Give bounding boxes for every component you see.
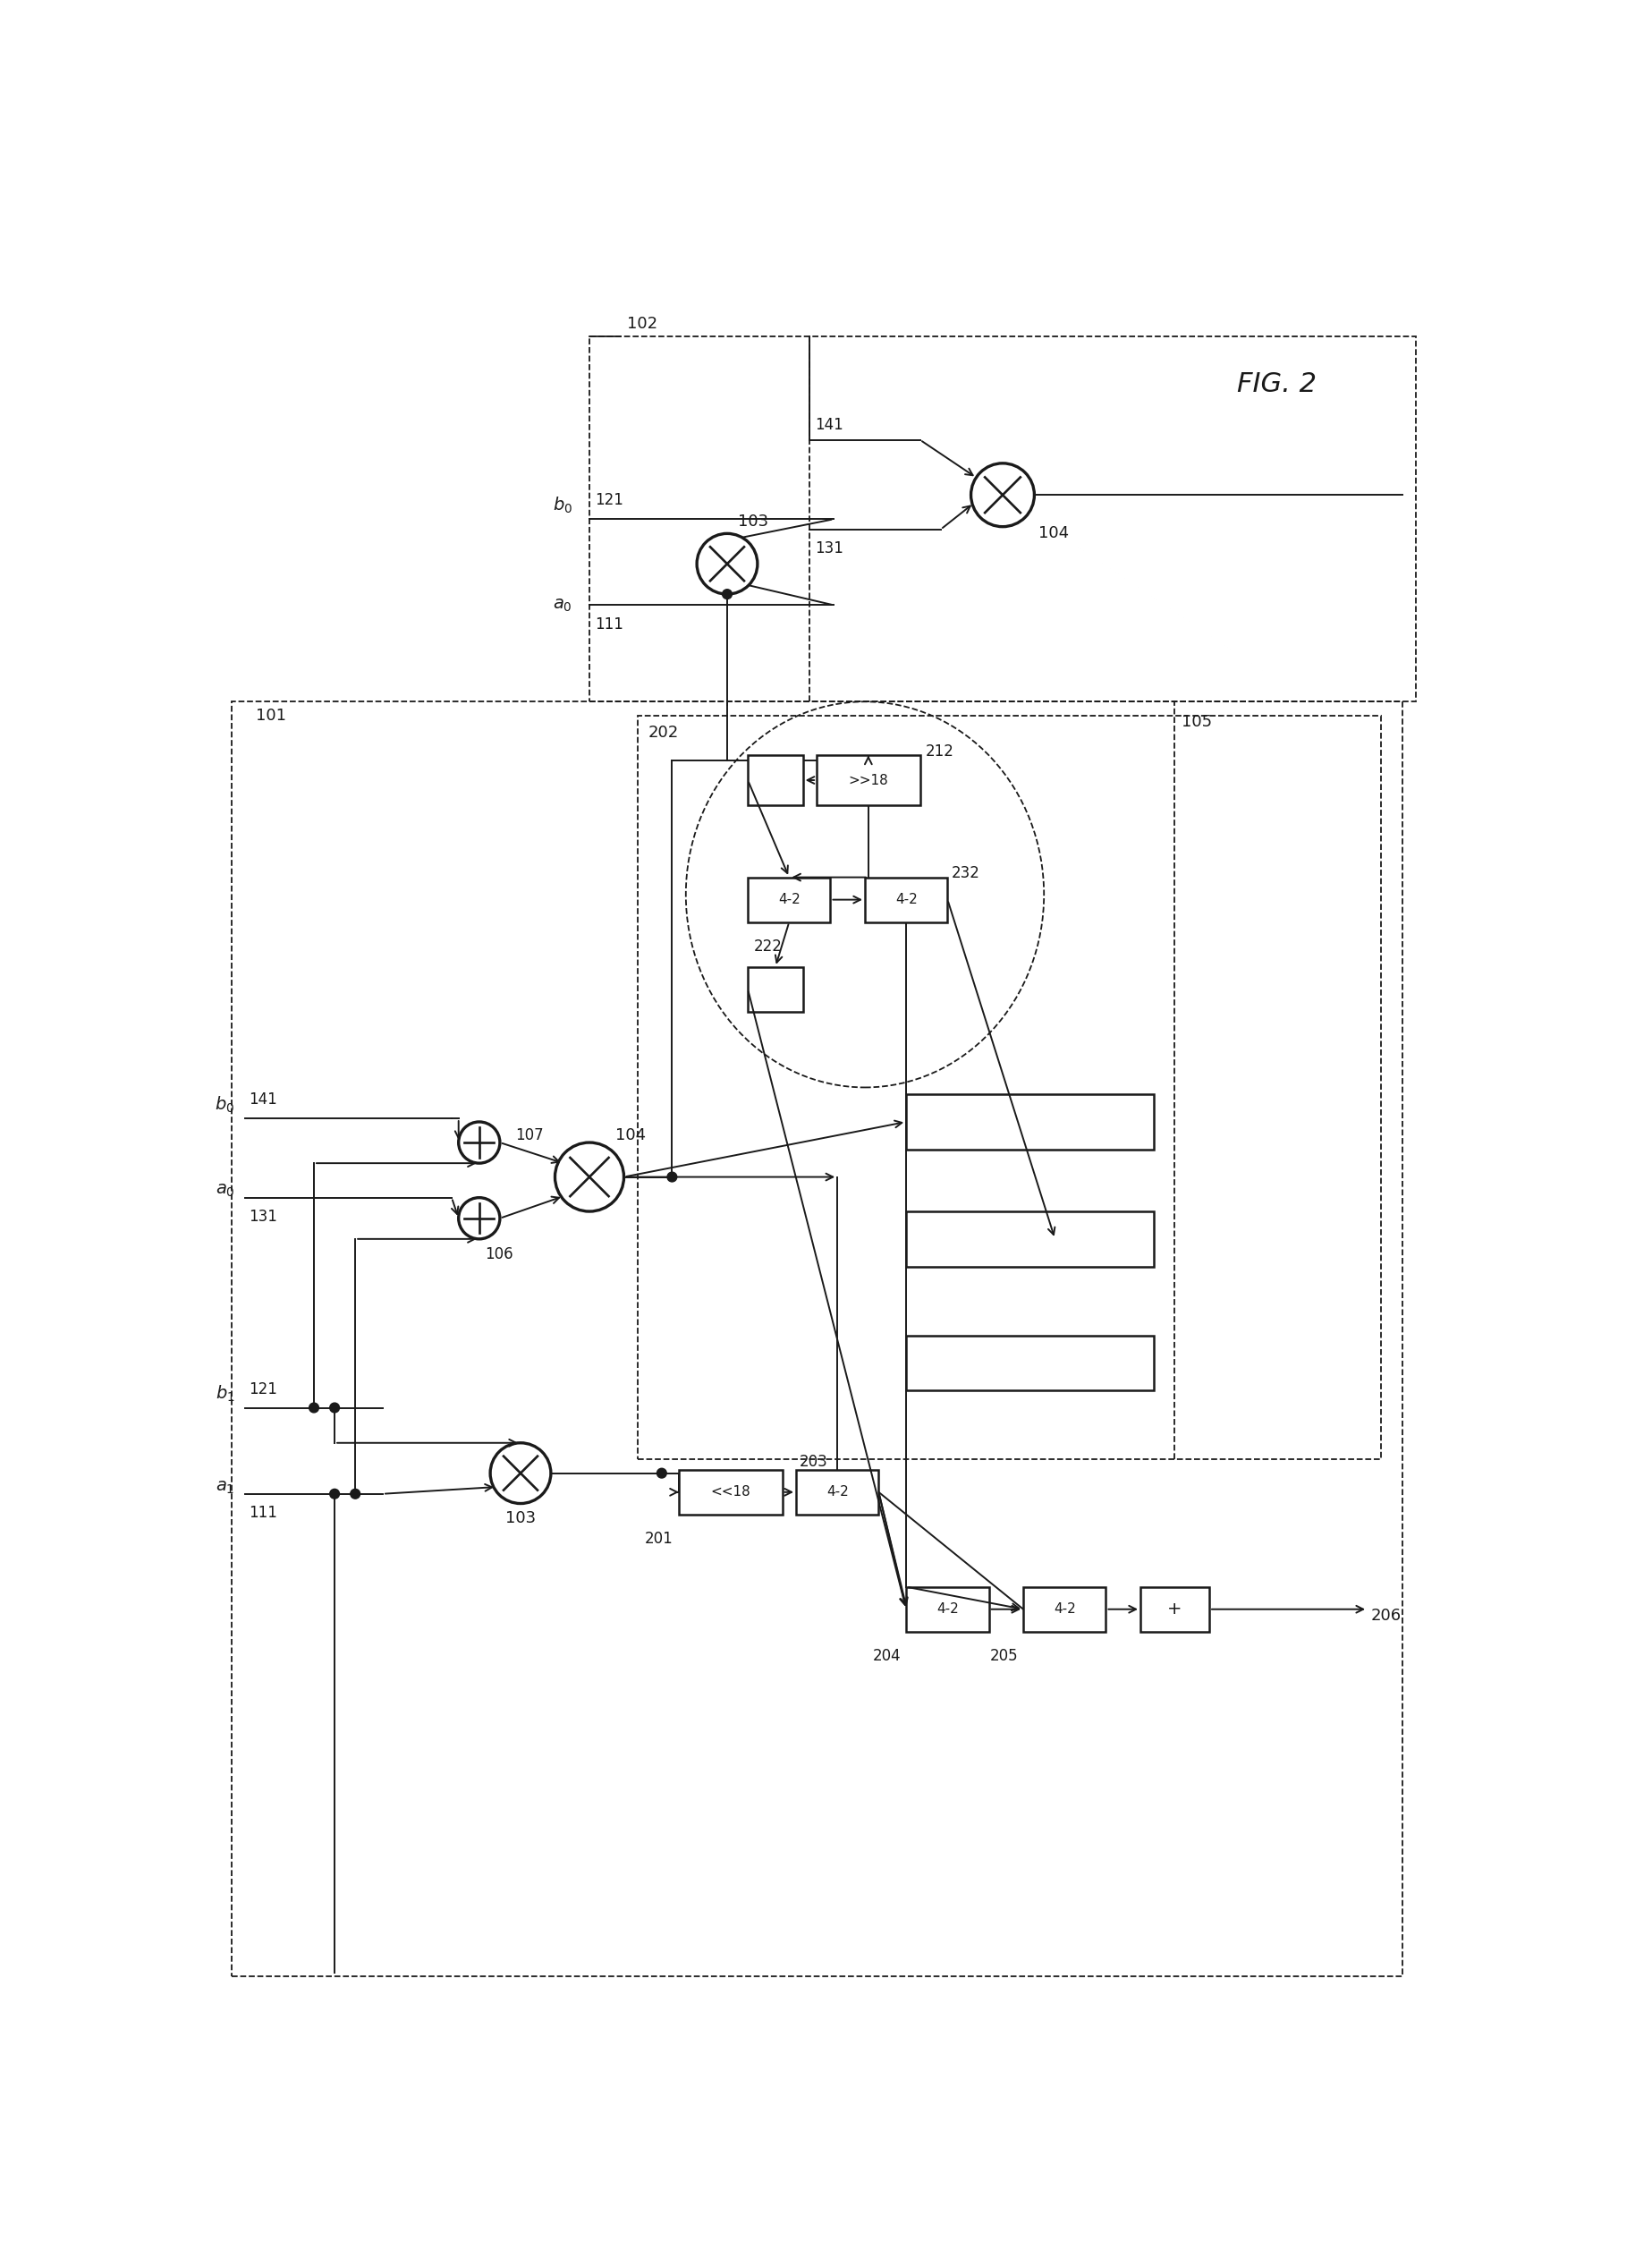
Text: $a_0$: $a_0$ bbox=[215, 1181, 235, 1200]
Text: 104: 104 bbox=[1039, 524, 1069, 540]
Bar bbox=[796, 1471, 879, 1514]
Bar bbox=[748, 876, 831, 922]
Circle shape bbox=[309, 1403, 319, 1412]
Text: 111: 111 bbox=[248, 1504, 278, 1520]
Text: 103: 103 bbox=[506, 1509, 535, 1527]
Text: 205: 205 bbox=[990, 1647, 1018, 1665]
Text: 4-2: 4-2 bbox=[937, 1602, 958, 1615]
Bar bbox=[748, 967, 803, 1012]
Circle shape bbox=[667, 1172, 677, 1181]
Circle shape bbox=[330, 1403, 339, 1412]
Text: 201: 201 bbox=[644, 1532, 674, 1547]
Text: 204: 204 bbox=[872, 1647, 900, 1665]
Text: <<18: <<18 bbox=[710, 1486, 750, 1498]
Text: 104: 104 bbox=[616, 1127, 646, 1143]
Text: 4-2: 4-2 bbox=[778, 892, 800, 906]
Text: 4-2: 4-2 bbox=[895, 892, 917, 906]
Text: 107: 107 bbox=[515, 1127, 544, 1143]
Bar bbox=[590, 337, 1416, 703]
Text: 232: 232 bbox=[952, 865, 980, 881]
Text: 141: 141 bbox=[816, 416, 844, 434]
Text: 131: 131 bbox=[816, 540, 844, 556]
Bar bbox=[907, 1586, 990, 1631]
Bar bbox=[907, 1211, 1155, 1267]
Circle shape bbox=[459, 1197, 501, 1238]
Text: 121: 121 bbox=[595, 492, 623, 508]
Text: 141: 141 bbox=[248, 1091, 278, 1107]
Text: 101: 101 bbox=[256, 707, 286, 723]
Text: $b_0$: $b_0$ bbox=[215, 1096, 235, 1114]
Text: 202: 202 bbox=[648, 725, 679, 741]
Text: 103: 103 bbox=[737, 513, 768, 529]
Bar bbox=[748, 755, 803, 804]
Circle shape bbox=[555, 1143, 624, 1211]
Bar bbox=[816, 755, 920, 804]
Circle shape bbox=[657, 1468, 666, 1477]
Text: 106: 106 bbox=[484, 1247, 514, 1263]
Text: 131: 131 bbox=[248, 1209, 278, 1224]
Circle shape bbox=[697, 533, 758, 594]
Circle shape bbox=[971, 463, 1034, 526]
Bar bbox=[679, 1471, 783, 1514]
Circle shape bbox=[491, 1444, 550, 1504]
Bar bbox=[866, 876, 948, 922]
Text: 4-2: 4-2 bbox=[1054, 1602, 1075, 1615]
Text: $b_1$: $b_1$ bbox=[215, 1385, 235, 1403]
Text: 203: 203 bbox=[800, 1453, 828, 1471]
Text: 212: 212 bbox=[925, 743, 953, 759]
Text: >>18: >>18 bbox=[849, 773, 889, 786]
Circle shape bbox=[459, 1123, 501, 1163]
Circle shape bbox=[330, 1489, 339, 1498]
Text: 105: 105 bbox=[1181, 714, 1213, 730]
Circle shape bbox=[722, 590, 732, 599]
Text: 222: 222 bbox=[753, 937, 781, 953]
Circle shape bbox=[350, 1489, 360, 1498]
Text: +: + bbox=[1168, 1602, 1183, 1617]
Bar bbox=[1023, 1586, 1105, 1631]
Text: 4-2: 4-2 bbox=[826, 1486, 849, 1498]
Text: FIG. 2: FIG. 2 bbox=[1237, 370, 1317, 398]
Text: 121: 121 bbox=[248, 1380, 278, 1396]
Bar bbox=[638, 716, 1381, 1459]
Text: $a_1$: $a_1$ bbox=[216, 1477, 235, 1495]
Bar bbox=[907, 1335, 1155, 1392]
Text: 102: 102 bbox=[628, 316, 657, 332]
Text: 111: 111 bbox=[595, 617, 623, 633]
Text: 206: 206 bbox=[1371, 1608, 1401, 1624]
Text: $a_0$: $a_0$ bbox=[553, 596, 572, 614]
Bar bbox=[231, 703, 1403, 1977]
Bar bbox=[907, 1093, 1155, 1150]
Bar bbox=[1140, 1586, 1209, 1631]
Text: $b_0$: $b_0$ bbox=[552, 495, 572, 515]
